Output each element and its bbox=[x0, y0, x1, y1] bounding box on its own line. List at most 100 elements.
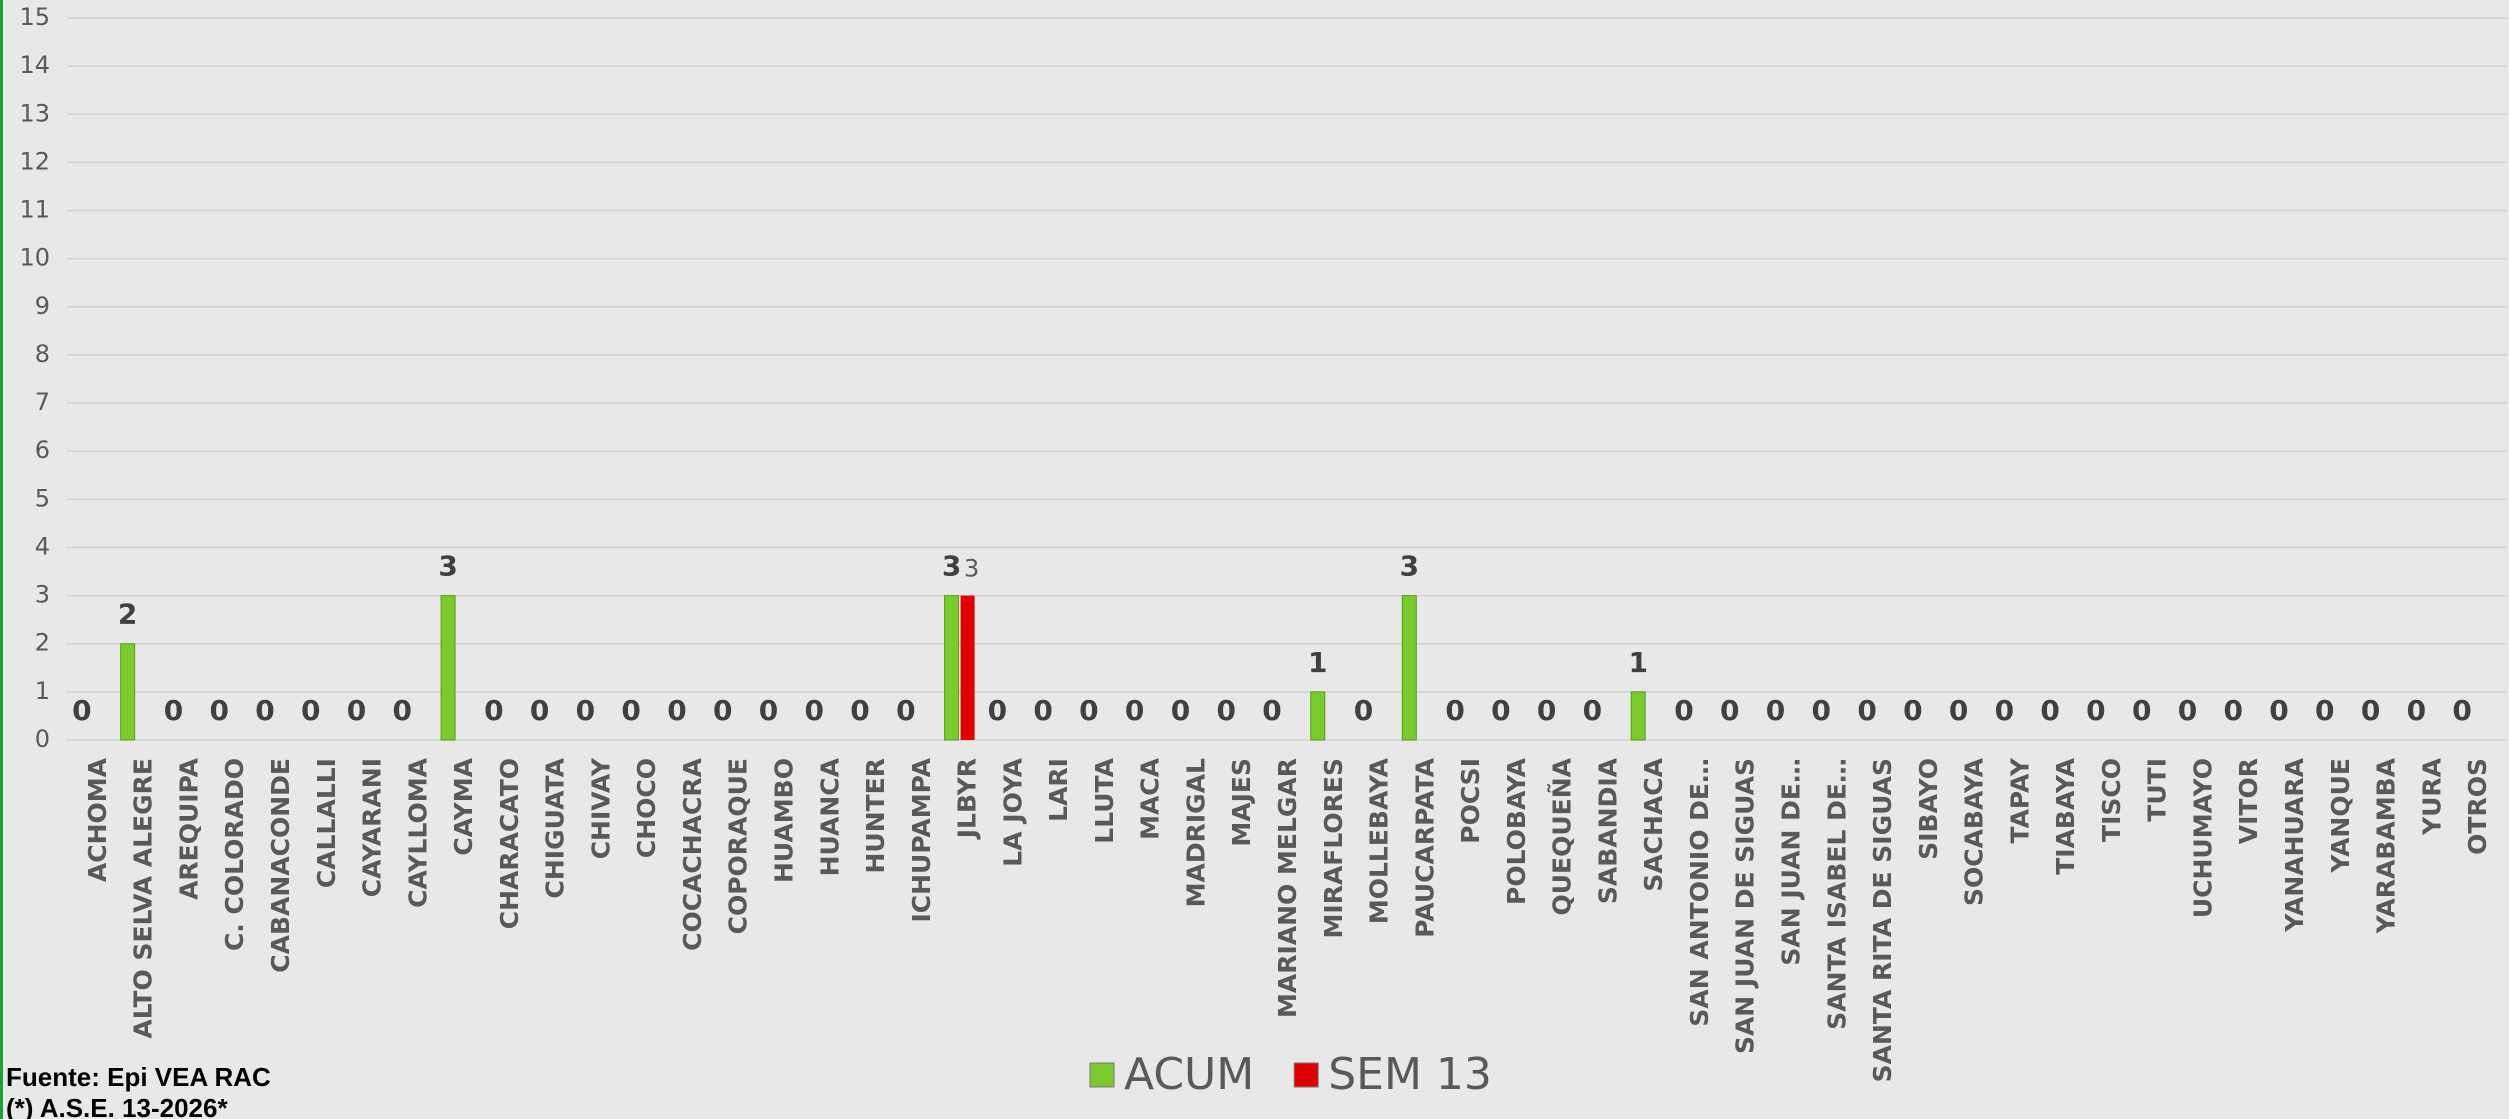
data-label: 0 bbox=[1262, 694, 1281, 727]
y-tick-label: 6 bbox=[35, 436, 50, 464]
x-tick-label: SAN ANTONIO DE… bbox=[1685, 758, 1714, 1027]
data-label: 0 bbox=[1812, 694, 1831, 727]
data-label: 0 bbox=[1583, 694, 1602, 727]
x-tick-label: MOLLEBAYA bbox=[1365, 757, 1394, 924]
data-label: 0 bbox=[1766, 694, 1785, 727]
data-label: 0 bbox=[2224, 694, 2243, 727]
x-tick-label: VITOR bbox=[2234, 758, 2263, 844]
x-tick-label: SAN JUAN DE… bbox=[1777, 758, 1806, 966]
x-tick-label: JLBYR bbox=[953, 758, 982, 840]
y-tick-label: 2 bbox=[35, 629, 50, 657]
x-tick-label: QUEQUEÑA bbox=[1548, 757, 1577, 915]
bar bbox=[1310, 691, 1326, 741]
x-tick-label: MACA bbox=[1136, 757, 1165, 840]
x-tick-label: TAPAY bbox=[2005, 757, 2034, 843]
x-tick-label: SOCABAYA bbox=[1960, 757, 1989, 906]
data-label: 0 bbox=[1125, 694, 1144, 727]
x-tick-label: COCACHACRA bbox=[678, 757, 707, 951]
data-label: 0 bbox=[1949, 694, 1968, 727]
x-tick-label: AREQUIPA bbox=[174, 757, 203, 900]
data-label: 0 bbox=[301, 694, 320, 727]
data-label: 0 bbox=[667, 694, 686, 727]
footnote: (*) A.S.E. 13-2026* bbox=[6, 1093, 228, 1119]
x-tick-label: COPORAQUE bbox=[724, 758, 753, 934]
y-tick-label: 12 bbox=[19, 147, 50, 175]
data-label: 0 bbox=[1995, 694, 2014, 727]
data-label: 0 bbox=[1354, 694, 1373, 727]
y-tick-label: 9 bbox=[35, 292, 50, 320]
data-label: 0 bbox=[2040, 694, 2059, 727]
x-tick-label: TUTI bbox=[2143, 758, 2172, 822]
footnote: Fuente: Epi VEA RAC bbox=[6, 1062, 271, 1092]
data-label: 0 bbox=[2452, 694, 2471, 727]
x-tick-label: POCSI bbox=[1456, 758, 1485, 844]
data-label: 0 bbox=[1491, 694, 1510, 727]
x-tick-label: TISCO bbox=[2097, 758, 2126, 842]
data-label: 0 bbox=[621, 694, 640, 727]
bar bbox=[1401, 595, 1417, 741]
data-label: 0 bbox=[988, 694, 1007, 727]
x-tick-label: MIRAFLORES bbox=[1319, 758, 1348, 938]
data-label: 0 bbox=[1445, 694, 1464, 727]
x-tick-label: SAN JUAN DE SIGUAS bbox=[1731, 758, 1760, 1054]
data-label: 0 bbox=[576, 694, 595, 727]
data-label: 0 bbox=[759, 694, 778, 727]
x-tick-label: HUANCA bbox=[815, 757, 844, 876]
data-label: 0 bbox=[393, 694, 412, 727]
y-tick-label: 4 bbox=[35, 532, 50, 560]
data-label: 0 bbox=[1903, 694, 1922, 727]
x-tick-label: CABANACONDE bbox=[266, 758, 295, 973]
data-label: 0 bbox=[484, 694, 503, 727]
data-label: 0 bbox=[164, 694, 183, 727]
x-tick-label: YANQUE bbox=[2326, 758, 2355, 874]
x-tick-label: YURA bbox=[2417, 757, 2446, 836]
x-tick-label: CHIVAY bbox=[586, 757, 615, 859]
data-label: 0 bbox=[1674, 694, 1693, 727]
y-tick-label: 5 bbox=[35, 484, 50, 512]
x-tick-label: SACHACA bbox=[1639, 757, 1668, 891]
y-tick-label: 7 bbox=[35, 388, 50, 416]
x-tick-label: SANTA ISABEL DE… bbox=[1822, 758, 1851, 1030]
data-label: 0 bbox=[1216, 694, 1235, 727]
y-tick-label: 10 bbox=[19, 244, 50, 272]
data-label: 0 bbox=[2178, 694, 2197, 727]
data-label: 3 bbox=[942, 550, 961, 583]
data-label: 0 bbox=[1537, 694, 1556, 727]
x-tick-label: MAJES bbox=[1227, 758, 1256, 847]
data-label: 2 bbox=[118, 598, 137, 631]
data-label: 0 bbox=[1171, 694, 1190, 727]
x-tick-label: SABANDIA bbox=[1593, 757, 1622, 904]
data-label: 0 bbox=[2315, 694, 2334, 727]
y-tick-label: 15 bbox=[19, 3, 50, 31]
x-tick-label: TIABAYA bbox=[2051, 757, 2080, 874]
x-tick-label: POLOBAYA bbox=[1502, 757, 1531, 905]
x-tick-label: MADRIGAL bbox=[1181, 758, 1210, 907]
data-label: 0 bbox=[209, 694, 228, 727]
x-tick-label: HUAMBO bbox=[769, 758, 798, 883]
data-label: 3 bbox=[964, 555, 979, 583]
y-tick-label: 14 bbox=[19, 51, 50, 79]
x-tick-label: C. COLORADO bbox=[220, 758, 249, 951]
x-tick-label: CAYMA bbox=[449, 757, 478, 855]
x-tick-label: LA JOYA bbox=[998, 757, 1027, 866]
data-label: 0 bbox=[896, 694, 915, 727]
x-tick-label: ICHUPAMPA bbox=[907, 757, 936, 922]
x-tick-label: LARI bbox=[1044, 758, 1073, 822]
x-tick-label: YARABAMBA bbox=[2372, 757, 2401, 934]
legend-swatch bbox=[1089, 1062, 1115, 1088]
y-tick-label: 1 bbox=[35, 677, 50, 705]
x-tick-label: PAUCARPATA bbox=[1410, 757, 1439, 937]
bar bbox=[440, 595, 456, 741]
data-label: 0 bbox=[347, 694, 366, 727]
bar bbox=[944, 595, 960, 741]
x-tick-label: UCHUMAYO bbox=[2188, 758, 2217, 918]
y-tick-label: 0 bbox=[35, 725, 50, 753]
data-label: 0 bbox=[2269, 694, 2288, 727]
data-label: 0 bbox=[2132, 694, 2151, 727]
data-label: 0 bbox=[2361, 694, 2380, 727]
x-tick-label: LLUTA bbox=[1090, 757, 1119, 843]
data-label: 0 bbox=[530, 694, 549, 727]
x-tick-label: CAYLLOMA bbox=[403, 757, 432, 908]
y-tick-label: 13 bbox=[19, 99, 50, 127]
x-tick-label: CALLALLI bbox=[312, 758, 341, 888]
